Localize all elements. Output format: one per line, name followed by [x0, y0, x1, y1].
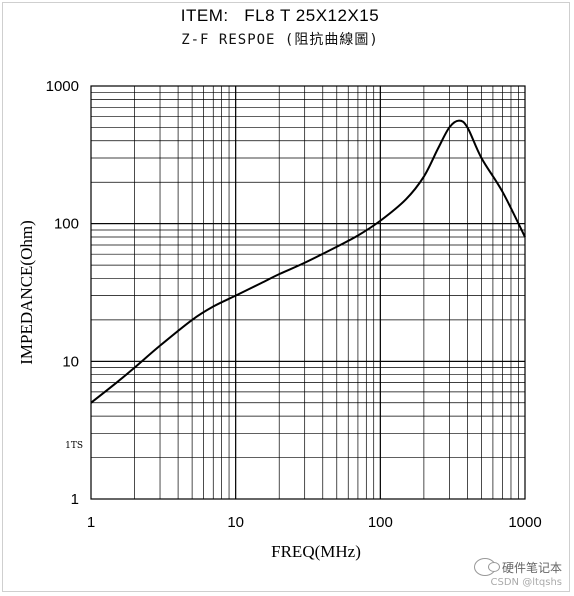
x-tick-label: 1000: [508, 514, 541, 531]
y-tick-label: 10: [62, 353, 79, 370]
chart-subtitle: Z-F RESPOE (阻抗曲線圖): [181, 32, 379, 48]
plot-border: [90, 85, 526, 500]
wechat-icon: [473, 558, 500, 576]
watermark: 硬件笔记本 CSDN @ltqshs: [473, 558, 563, 588]
impedance-curve: [90, 119, 526, 404]
x-tick-label: 1: [87, 514, 95, 531]
x-tick-label: 100: [368, 514, 393, 531]
y-tick-label: 1000: [46, 78, 79, 95]
watermark-source: CSDN @ltqshs: [490, 577, 563, 588]
watermark-name: 硬件笔记本: [501, 560, 562, 575]
y-axis-label: IMPEDANCE(Ohm): [17, 220, 36, 365]
annotation-label: 1TS: [65, 441, 83, 451]
chart-frame: [2, 2, 570, 592]
x-axis-label: FREQ(MHz): [271, 542, 361, 561]
x-tick-label: 10: [227, 514, 244, 531]
chart-title: ITEM: FL8 T 25X12X15: [180, 6, 380, 25]
y-tick-label: 100: [54, 216, 79, 233]
y-tick-label: 1: [71, 491, 79, 508]
